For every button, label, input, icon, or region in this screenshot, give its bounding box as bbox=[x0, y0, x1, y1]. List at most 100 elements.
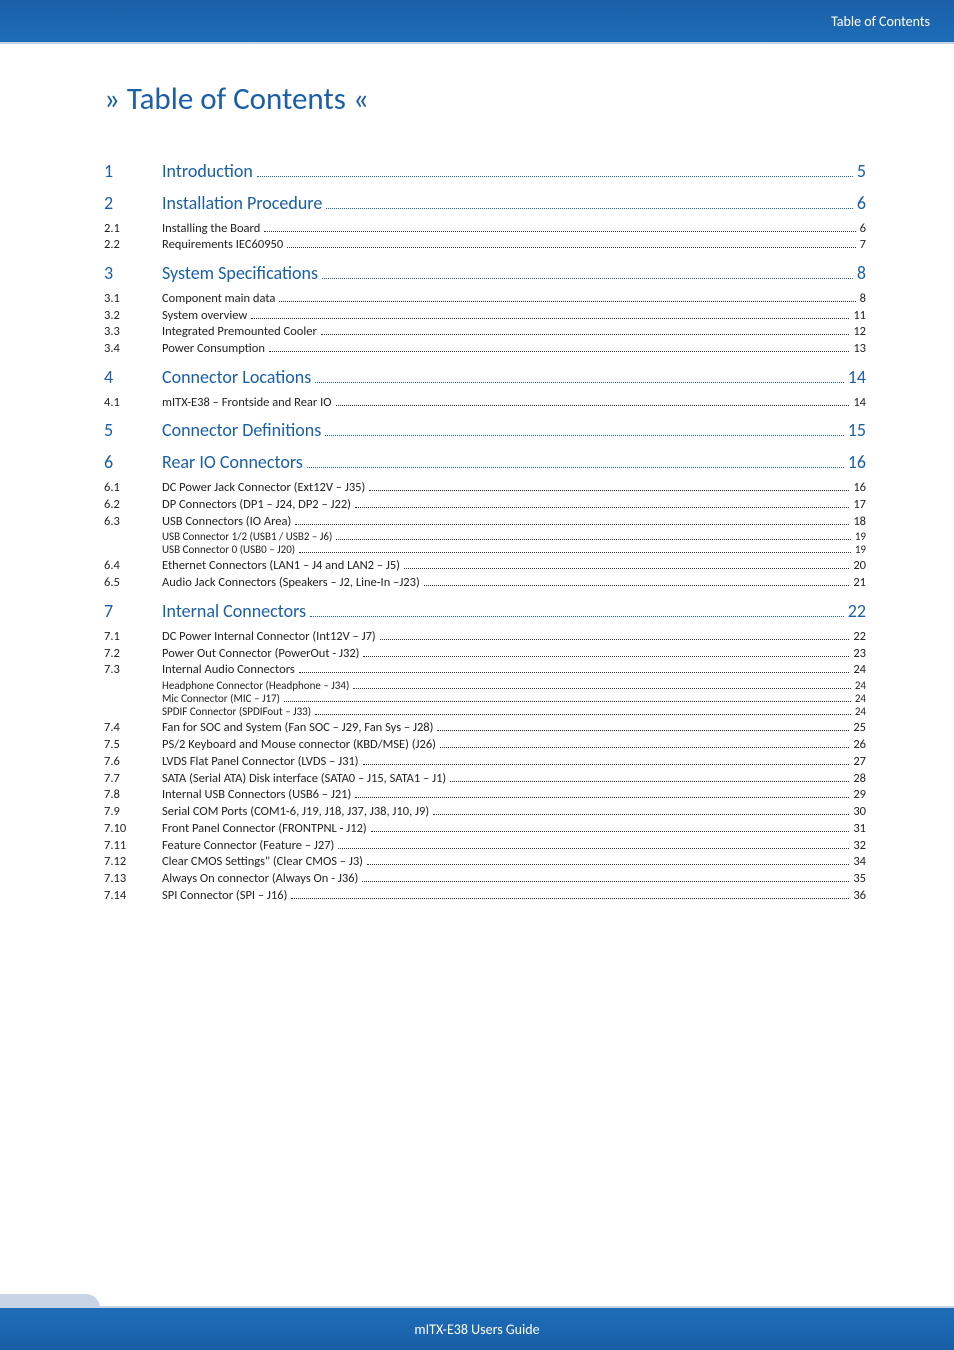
toc-entry-page: 16 bbox=[848, 453, 866, 473]
toc-entry-text: Fan for SOC and System (Fan SOC – J29, F… bbox=[162, 721, 433, 735]
toc-entry[interactable]: USB Connector 1/2 (USB1 / USB2 – J6)19 bbox=[104, 531, 866, 543]
toc-entry-text: Introduction bbox=[162, 162, 253, 182]
toc-entry[interactable]: 6.4Ethernet Connectors (LAN1 – J4 and LA… bbox=[104, 559, 866, 573]
toc-entry-number: 7.14 bbox=[104, 889, 162, 903]
toc-entry-page: 24 bbox=[853, 663, 866, 677]
toc-entry[interactable]: 7.4Fan for SOC and System (Fan SOC – J29… bbox=[104, 721, 866, 735]
toc-entry-number: 7.4 bbox=[104, 721, 162, 735]
toc-entry-page: 22 bbox=[853, 630, 866, 644]
toc-entry-text: PS/2 Keyboard and Mouse connector (KBD/M… bbox=[162, 738, 436, 752]
toc-entry[interactable]: 3.4Power Consumption13 bbox=[104, 342, 866, 356]
toc-entry-text: Connector Locations bbox=[162, 368, 311, 388]
toc-leader bbox=[299, 552, 851, 553]
toc-entry[interactable]: Headphone Connector (Headphone – J34)24 bbox=[104, 680, 866, 692]
toc-entry-page: 16 bbox=[853, 481, 866, 495]
toc-entry[interactable]: 2.1Installing the Board6 bbox=[104, 222, 866, 236]
toc-entry[interactable]: 6.1DC Power Jack Connector (Ext12V – J35… bbox=[104, 481, 866, 495]
toc-entry-number: 3.4 bbox=[104, 342, 162, 356]
toc-leader bbox=[322, 278, 853, 279]
toc-entry-number: 4.1 bbox=[104, 396, 162, 410]
toc-entry-page: 6 bbox=[857, 194, 866, 214]
toc-entry-text: USB Connector 0 (USB0 – J20) bbox=[162, 544, 295, 556]
toc-entry[interactable]: 6.3USB Connectors (IO Area)18 bbox=[104, 515, 866, 529]
toc-entry[interactable]: 3.1Component main data8 bbox=[104, 292, 866, 306]
toc-entry-text: Ethernet Connectors (LAN1 – J4 and LAN2 … bbox=[162, 559, 400, 573]
toc-entry-number: 4 bbox=[104, 368, 162, 388]
toc-entry-number: 2.1 bbox=[104, 222, 162, 236]
toc-entry-page: 19 bbox=[855, 544, 866, 556]
toc-leader bbox=[336, 405, 850, 406]
toc-entry[interactable]: 7.5PS/2 Keyboard and Mouse connector (KB… bbox=[104, 738, 866, 752]
toc-entry-number: 7.9 bbox=[104, 805, 162, 819]
toc-entry[interactable]: 7.8Internal USB Connectors (USB6 – J21)2… bbox=[104, 788, 866, 802]
toc-entry-page: 14 bbox=[853, 396, 866, 410]
toc-entry[interactable]: 3.3Integrated Premounted Cooler12 bbox=[104, 325, 866, 339]
toc-leader bbox=[353, 688, 851, 689]
toc-entry-text: Serial COM Ports (COM1-6, J19, J18, J37,… bbox=[162, 805, 429, 819]
toc-entry-text: Front Panel Connector (FRONTPNL - J12) bbox=[162, 822, 367, 836]
toc-entry[interactable]: 7.11Feature Connector (Feature – J27)32 bbox=[104, 839, 866, 853]
toc-entry[interactable]: 3.2System overview11 bbox=[104, 309, 866, 323]
toc-entry[interactable]: 7.10Front Panel Connector (FRONTPNL - J1… bbox=[104, 822, 866, 836]
toc-entry[interactable]: 7.9Serial COM Ports (COM1-6, J19, J18, J… bbox=[104, 805, 866, 819]
toc-entry[interactable]: 7.6LVDS Flat Panel Connector (LVDS – J31… bbox=[104, 755, 866, 769]
toc-entry[interactable]: 1Introduction5 bbox=[104, 162, 866, 182]
toc-leader bbox=[326, 208, 853, 209]
toc-entry[interactable]: 2.2Requirements IEC609507 bbox=[104, 238, 866, 252]
toc-entry[interactable]: 7.2Power Out Connector (PowerOut - J32)2… bbox=[104, 647, 866, 661]
toc-entry[interactable]: 6Rear IO Connectors16 bbox=[104, 453, 866, 473]
toc-entry[interactable]: 3System Specifications8 bbox=[104, 264, 866, 284]
toc-entry-text: DC Power Jack Connector (Ext12V – J35) bbox=[162, 481, 365, 495]
toc-entry-number: 7.2 bbox=[104, 647, 162, 661]
toc-entry-text: SATA (Serial ATA) Disk interface (SATA0 … bbox=[162, 772, 446, 786]
toc-entry[interactable]: 5Connector Definitions15 bbox=[104, 421, 866, 441]
toc-entry-page: 27 bbox=[853, 755, 866, 769]
toc-entry[interactable]: 7.12Clear CMOS Settings" (Clear CMOS – J… bbox=[104, 855, 866, 869]
toc-entry-number: 6.5 bbox=[104, 576, 162, 590]
toc-entry[interactable]: 7.3Internal Audio Connectors24 bbox=[104, 663, 866, 677]
toc-entry-page: 15 bbox=[848, 421, 866, 441]
toc-leader bbox=[338, 848, 849, 849]
toc-entry[interactable]: 2Installation Procedure6 bbox=[104, 194, 866, 214]
toc-entry[interactable]: 6.5Audio Jack Connectors (Speakers – J2,… bbox=[104, 576, 866, 590]
toc-entry[interactable]: 7.14SPI Connector (SPI – J16)36 bbox=[104, 889, 866, 903]
toc-entry-text: System overview bbox=[162, 309, 247, 323]
toc-leader bbox=[369, 490, 849, 491]
toc-entry[interactable]: 7.7SATA (Serial ATA) Disk interface (SAT… bbox=[104, 772, 866, 786]
toc-entry-text: Clear CMOS Settings" (Clear CMOS – J3) bbox=[162, 855, 363, 869]
toc-entry-text: SPDIF Connector (SPDIFout – J33) bbox=[162, 706, 311, 718]
toc-leader bbox=[433, 814, 849, 815]
toc-entry-page: 12 bbox=[853, 325, 866, 339]
toc-entry[interactable]: 6.2DP Connectors (DP1 – J24, DP2 – J22)1… bbox=[104, 498, 866, 512]
toc-entry-page: 24 bbox=[855, 693, 866, 705]
toc-entry-number: 7.7 bbox=[104, 772, 162, 786]
toc-entry-page: 35 bbox=[853, 872, 866, 886]
toc-entry[interactable]: 7.1DC Power Internal Connector (Int12V –… bbox=[104, 630, 866, 644]
toc-entry[interactable]: USB Connector 0 (USB0 – J20) 19 bbox=[104, 544, 866, 556]
toc-entry-page: 36 bbox=[853, 889, 866, 903]
toc-entry-page: 20 bbox=[853, 559, 866, 573]
toc-leader bbox=[287, 247, 855, 248]
toc-entry[interactable]: SPDIF Connector (SPDIFout – J33) 24 bbox=[104, 706, 866, 718]
toc-entry-text: Internal Audio Connectors bbox=[162, 663, 295, 677]
toc-leader bbox=[336, 539, 851, 540]
toc-entry-page: 32 bbox=[853, 839, 866, 853]
toc-entry[interactable]: 7.13Always On connector (Always On - J36… bbox=[104, 872, 866, 886]
toc-entry-text: Rear IO Connectors bbox=[162, 453, 303, 473]
toc-entry-page: 6 bbox=[860, 222, 866, 236]
toc-entry-number: 6.3 bbox=[104, 515, 162, 529]
toc-leader bbox=[404, 568, 849, 569]
toc-entry-page: 8 bbox=[860, 292, 866, 306]
toc-entry-text: Internal Connectors bbox=[162, 602, 306, 622]
toc-entry-number: 1 bbox=[104, 162, 162, 182]
toc-entry[interactable]: Mic Connector (MIC – J17)24 bbox=[104, 693, 866, 705]
toc-entry[interactable]: 4Connector Locations14 bbox=[104, 368, 866, 388]
toc-entry-page: 24 bbox=[855, 706, 866, 718]
toc-entry-page: 8 bbox=[857, 264, 866, 284]
toc-leader bbox=[380, 639, 850, 640]
toc-entry[interactable]: 4.1mITX-E38 – Frontside and Rear IO14 bbox=[104, 396, 866, 410]
toc-entry-page: 24 bbox=[855, 680, 866, 692]
toc-leader bbox=[437, 730, 849, 731]
toc-entry-number: 7.6 bbox=[104, 755, 162, 769]
toc-entry[interactable]: 7Internal Connectors22 bbox=[104, 602, 866, 622]
